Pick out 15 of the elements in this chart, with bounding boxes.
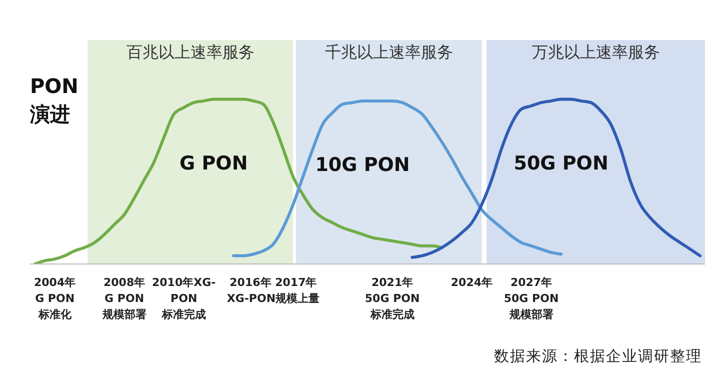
x-tick-label: 2016年 2017年 XG-PON规模上量 <box>226 276 320 305</box>
text: 千兆以上速率服务 <box>324 42 453 62</box>
x-tick-label: 2004年 G PON 标准化 <box>34 276 76 321</box>
series-label: G PON <box>180 152 248 174</box>
x-tick-label: 2027年 50G PON 规模部署 <box>504 276 559 321</box>
source-note: 数据来源：根据企业调研整理 <box>494 347 702 366</box>
y-axis-title: PON演进 <box>30 73 78 128</box>
x-tick-label: 2024年 <box>450 276 493 289</box>
series-label: 50G PON <box>514 152 608 174</box>
x-tick-label: 2010年XG- PON 标准完成 <box>152 276 216 321</box>
text: 百兆以上速率服务 <box>126 42 254 62</box>
text: 万兆以上速率服务 <box>532 42 660 62</box>
series-label: 10G PON <box>315 154 410 176</box>
x-tick-label: 2021年 50G PON 标准完成 <box>364 276 420 321</box>
x-tick-label: 2008年 G PON 规模部署 <box>101 276 146 321</box>
